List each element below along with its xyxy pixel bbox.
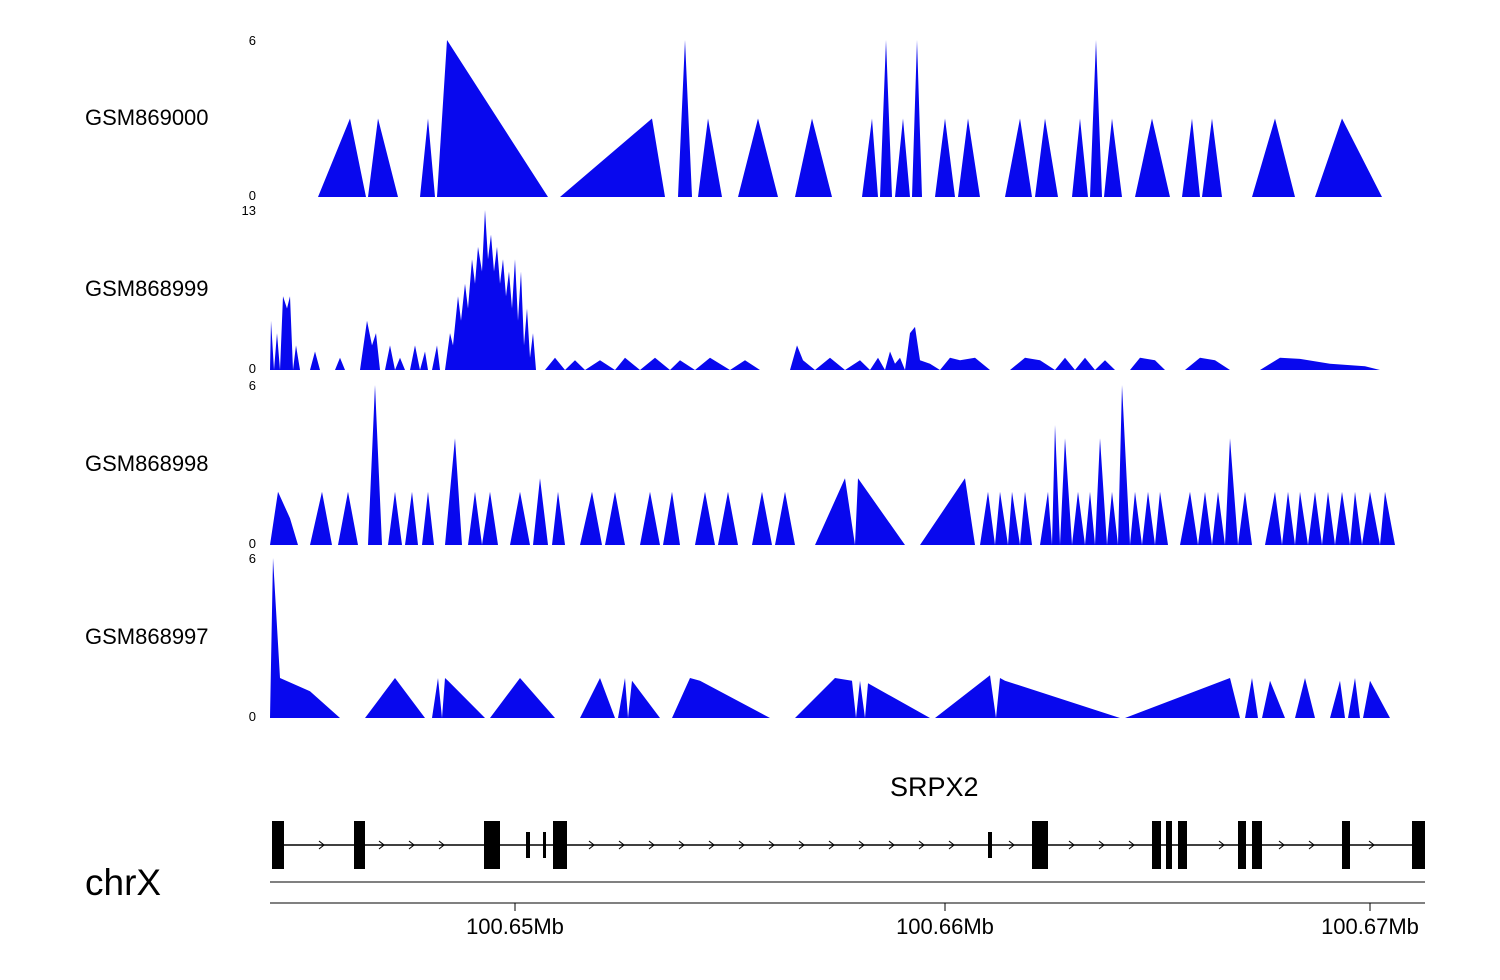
strand-arrow-icon — [888, 840, 895, 850]
axis-tick-label: 100.66Mb — [896, 914, 994, 939]
strand-arrow-icon — [618, 840, 625, 850]
gene-exon — [1238, 821, 1246, 869]
yaxis-max-label: 6 — [248, 378, 256, 393]
axis-tick-label: 100.65Mb — [466, 914, 564, 939]
strand-arrow-icon — [378, 840, 385, 850]
yaxis-zero-label: 0 — [248, 536, 256, 551]
strand-arrow-icon — [1278, 840, 1285, 850]
yaxis-zero-label: 0 — [248, 188, 256, 203]
strand-arrow-icon — [1068, 840, 1075, 850]
gene-exon — [1178, 821, 1187, 869]
yaxis-zero-label: 0 — [248, 361, 256, 376]
strand-arrow-icon — [738, 840, 745, 850]
gene-exon — [1342, 821, 1350, 869]
strand-arrow-icon — [1008, 840, 1015, 850]
coverage-polygon — [270, 558, 1390, 718]
strand-arrow-icon — [318, 840, 325, 850]
strand-arrow-icon — [1128, 840, 1135, 850]
strand-arrow-icon — [798, 840, 805, 850]
gene-exon — [1032, 821, 1048, 869]
gene-exon — [526, 832, 530, 858]
gene-exon — [484, 821, 500, 869]
chromosome-label: chrX — [85, 862, 162, 903]
gene-exon — [1152, 821, 1161, 869]
coverage-polygon — [318, 40, 1382, 197]
strand-arrow-icon — [1098, 840, 1105, 850]
track-label-GSM868999: GSM868999 — [85, 276, 209, 301]
strand-arrow-icon — [1368, 840, 1375, 850]
strand-arrow-icon — [708, 840, 715, 850]
gene-exon — [1166, 821, 1172, 869]
coverage-polygon — [270, 385, 1395, 545]
axis-tick-label: 100.67Mb — [1321, 914, 1419, 939]
gene-model-track — [272, 821, 1425, 869]
track-label-GSM869000: GSM869000 — [85, 104, 209, 130]
coverage-area-GSM868997 — [270, 558, 1390, 718]
yaxis-max-label: 6 — [248, 551, 256, 566]
strand-arrow-icon — [1218, 840, 1225, 850]
strand-arrow-icon — [948, 840, 955, 850]
gene-exon — [272, 821, 284, 869]
coverage-area-GSM868999 — [270, 210, 1380, 370]
strand-arrow-icon — [858, 840, 865, 850]
strand-arrow-icon — [918, 840, 925, 850]
strand-arrow-icon — [1308, 840, 1315, 850]
strand-arrow-icon — [408, 840, 415, 850]
gene-exon — [553, 821, 567, 869]
gene-exon — [988, 832, 992, 858]
gene-exon — [1412, 821, 1425, 869]
gene-exon — [354, 821, 365, 869]
coverage-area-GSM868998 — [270, 385, 1395, 545]
strand-arrow-icon — [768, 840, 775, 850]
strand-arrow-icon — [828, 840, 835, 850]
track-label-GSM868998: GSM868998 — [85, 451, 209, 476]
strand-arrow-icon — [588, 840, 595, 850]
coverage-area-GSM869000 — [318, 40, 1382, 197]
coverage-polygon — [270, 210, 1380, 370]
strand-arrow-icon — [678, 840, 685, 850]
track-label-GSM868997: GSM868997 — [85, 624, 209, 649]
gene-name-label: SRPX2 — [890, 772, 979, 802]
gene-exon — [543, 832, 546, 858]
yaxis-max-label: 13 — [241, 203, 256, 218]
genome-axis-track: 100.65Mb 100.66Mb 100.67Mb — [270, 881, 1425, 939]
strand-arrow-icon — [648, 840, 655, 850]
gene-exon — [1252, 821, 1262, 869]
yaxis-max-label: 6 — [248, 33, 256, 48]
strand-arrow-icon — [438, 840, 445, 850]
yaxis-zero-label: 0 — [248, 709, 256, 724]
